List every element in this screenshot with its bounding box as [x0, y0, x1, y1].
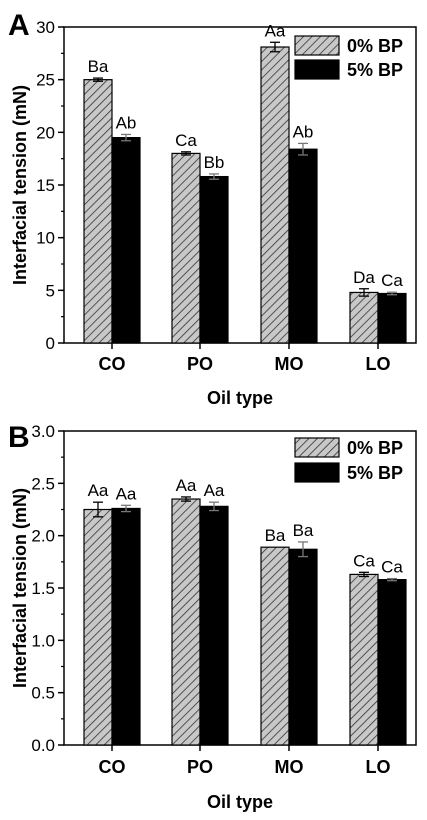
bar-5bp-lo — [377, 292, 407, 344]
bar-5bp-co — [111, 507, 141, 746]
y-tick-label: 2.5 — [31, 474, 55, 493]
legend-label: 0% BP — [347, 36, 403, 56]
x-tick-label: LO — [366, 354, 391, 374]
significance-label: Aa — [88, 481, 109, 500]
bar-0bp-po — [171, 498, 201, 746]
legend-label: 0% BP — [347, 438, 403, 458]
panel-b: B 0.0 0.5 1.0 1.5 2.0 2.5 3.0 CO PO MO LO Oil type In… — [8, 421, 417, 812]
bar-0bp-co — [83, 79, 113, 344]
legend-label: 5% BP — [347, 60, 403, 80]
significance-label: Bb — [204, 153, 225, 172]
y-tick-label: 0 — [46, 334, 55, 353]
legend-label: 5% BP — [347, 463, 403, 483]
legend-swatch — [294, 59, 340, 80]
panel-letter: A — [8, 9, 30, 42]
significance-label: Ab — [293, 122, 314, 141]
significance-label: Ba — [265, 526, 286, 545]
bar-0bp-lo — [349, 291, 379, 344]
bar-5bp-lo — [377, 579, 407, 746]
y-tick-label: 2.0 — [31, 527, 55, 546]
y-tick-label: 1.5 — [31, 579, 55, 598]
x-tick-label: PO — [187, 354, 213, 374]
significance-label: Ca — [381, 558, 403, 577]
x-tick-label: MO — [275, 354, 304, 374]
x-tick-label: CO — [99, 354, 126, 374]
bar-5bp-po — [199, 505, 229, 746]
x-tick-label: CO — [99, 757, 126, 777]
y-tick-label: 10 — [36, 229, 55, 248]
significance-label: Aa — [116, 484, 137, 503]
bar-0bp-lo — [349, 573, 379, 746]
significance-label: Ca — [353, 551, 375, 570]
bar-0bp-mo — [260, 46, 290, 344]
y-axis-title: Interfacial tension (mN) — [10, 85, 30, 285]
bar-5bp-co — [111, 137, 141, 344]
x-axis-title: Oil type — [207, 792, 273, 812]
y-tick-label: 1.0 — [31, 631, 55, 650]
significance-label: Ca — [381, 271, 403, 290]
x-tick-label: MO — [275, 757, 304, 777]
y-tick-label: 30 — [36, 18, 55, 37]
y-tick-label: 3.0 — [31, 422, 55, 441]
bar-5bp-mo — [288, 148, 318, 344]
panel-letter: B — [8, 421, 30, 454]
x-tick-label: LO — [366, 757, 391, 777]
x-tick-label: PO — [187, 757, 213, 777]
y-axis-title: Interfacial tension (mN) — [10, 488, 30, 688]
significance-label: Ca — [175, 131, 197, 150]
bar-5bp-po — [199, 175, 229, 344]
significance-label: Aa — [265, 21, 286, 40]
bar-0bp-co — [83, 508, 113, 746]
x-axis-title: Oil type — [207, 388, 273, 408]
legend-swatch — [294, 35, 340, 56]
significance-label: Ba — [293, 521, 314, 540]
significance-label: Da — [353, 268, 375, 287]
y-tick-label: 5 — [46, 281, 55, 300]
significance-label: Aa — [176, 476, 197, 495]
legend-swatch — [294, 437, 340, 458]
significance-label: Ba — [88, 57, 109, 76]
legend-swatch — [294, 462, 340, 483]
significance-label: Aa — [204, 481, 225, 500]
bar-5bp-mo — [288, 548, 318, 746]
bar-0bp-mo — [260, 546, 290, 746]
bar-0bp-po — [171, 152, 201, 344]
panel-a: A 0 5 10 15 20 25 30 CO PO MO LO Oil type Interfacial… — [8, 9, 417, 408]
y-tick-label: 20 — [36, 123, 55, 142]
significance-label: Ab — [116, 113, 137, 132]
y-tick-label: 0.0 — [31, 736, 55, 755]
y-tick-label: 25 — [36, 71, 55, 90]
y-tick-label: 15 — [36, 176, 55, 195]
y-tick-label: 0.5 — [31, 684, 55, 703]
